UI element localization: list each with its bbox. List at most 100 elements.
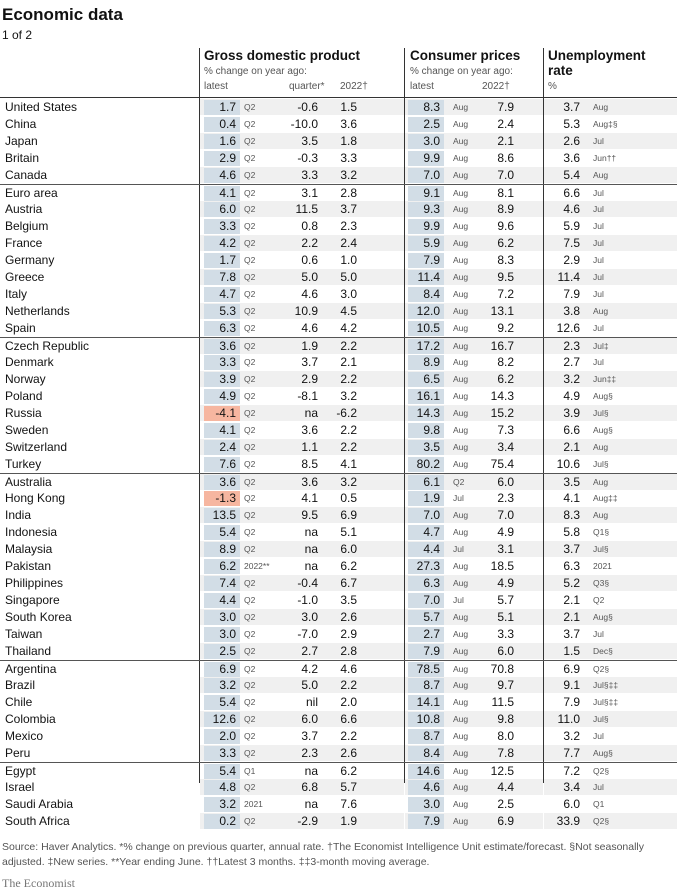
gdp-period: Q2 xyxy=(244,153,256,163)
row-shading xyxy=(200,609,404,625)
table-row: Russia -4.1 Q2 na -6.2 14.3 Aug 15.2 3.9 Jul§ xyxy=(0,405,677,422)
unemp-rate: 3.7 xyxy=(563,542,580,556)
cpi-2022: 2.1 xyxy=(497,134,514,148)
row-shading xyxy=(544,813,677,829)
gdp-quarter: 3.5 xyxy=(301,134,318,148)
cpi-latest: 7.0 xyxy=(423,593,440,607)
gdp-period: Q2 xyxy=(244,680,256,690)
cpi-latest: 5.9 xyxy=(423,236,440,250)
cpi-period: Aug xyxy=(453,153,469,163)
gdp-period: Q2 xyxy=(244,442,256,452)
gdp-latest-highlight xyxy=(204,593,240,608)
unemp-rate: 12.6 xyxy=(556,321,580,335)
gdp-latest-highlight xyxy=(204,100,240,115)
cpi-latest: 3.0 xyxy=(423,797,440,811)
gdp-quarter: -1.0 xyxy=(297,593,318,607)
gdp-quarter: 1.9 xyxy=(301,339,318,353)
unemp-period: Jul xyxy=(593,357,604,367)
unemp-period: Jul xyxy=(593,136,604,146)
unemp-period: Aug xyxy=(593,510,609,520)
cpi-latest: 6.5 xyxy=(423,372,440,386)
cpi-latest-highlight xyxy=(408,168,444,183)
gdp-latest: 6.2 xyxy=(219,559,236,573)
cpi-period: Aug xyxy=(453,119,469,129)
gdp-period: Q2 xyxy=(244,204,256,214)
gdp-latest-highlight xyxy=(204,168,240,183)
gdp-period: Q2 xyxy=(244,272,256,282)
gdp-quarter: 0.6 xyxy=(301,253,318,267)
gdp-period: Q2 xyxy=(244,664,256,674)
cpi-header-title: Consumer prices xyxy=(410,48,521,63)
country-name: Britain xyxy=(5,151,40,165)
cpi-latest: 2.7 xyxy=(423,627,440,641)
gdp-quarter: 3.6 xyxy=(301,475,318,489)
country-name: Egypt xyxy=(5,764,36,778)
row-shading xyxy=(200,507,404,523)
unemp-period: Jul§‡‡ xyxy=(593,680,619,690)
gdp-2022: 5.0 xyxy=(340,270,357,284)
table-row: Peru 3.3 Q2 2.3 2.6 8.4 Aug 7.8 7.7 Aug§ xyxy=(0,745,677,762)
cpi-latest: 27.3 xyxy=(416,559,440,573)
unemp-rate: 11.4 xyxy=(557,270,580,284)
unemp-rate: 3.2 xyxy=(563,729,580,743)
gdp-latest-highlight xyxy=(204,797,240,812)
gdp-latest-highlight xyxy=(204,186,240,201)
gdp-latest: 4.9 xyxy=(219,389,236,403)
gdp-quarter: -7.0 xyxy=(297,627,318,641)
cpi-latest-highlight xyxy=(408,253,444,268)
unemp-rate: 5.4 xyxy=(563,168,580,182)
gdp-quarter: 3.0 xyxy=(301,610,318,624)
unemp-header-title2: rate xyxy=(548,63,573,78)
unemp-rate: 4.9 xyxy=(563,389,580,403)
country-name: Pakistan xyxy=(5,559,52,573)
cpi-latest: 8.4 xyxy=(423,287,440,301)
cpi-latest-highlight xyxy=(408,644,444,659)
unemp-period: Jul§ xyxy=(593,714,609,724)
cpi-latest: 2.5 xyxy=(423,117,440,131)
unemp-period: Q2§ xyxy=(593,766,610,776)
gdp-2022: 2.2 xyxy=(340,440,357,454)
gdp-latest-highlight xyxy=(204,236,240,251)
cpi-latest-highlight xyxy=(408,389,444,404)
cpi-latest-highlight xyxy=(408,764,444,779)
gdp-2022: 2.2 xyxy=(340,678,357,692)
cpi-latest-highlight xyxy=(408,559,444,574)
unemp-rate: 5.9 xyxy=(563,219,580,233)
gdp-latest-highlight xyxy=(204,117,240,132)
gdp-latest: 1.7 xyxy=(219,100,236,114)
cpi-2022: 3.3 xyxy=(497,627,514,641)
gdp-latest: 7.6 xyxy=(219,457,236,471)
table-row: United States 1.7 Q2 -0.6 1.5 8.3 Aug 7.9 3.7 Aug xyxy=(0,99,677,116)
cpi-latest-highlight xyxy=(408,525,444,540)
gdp-period: 2021 xyxy=(244,799,263,809)
country-name: South Africa xyxy=(5,814,70,828)
country-name: Turkey xyxy=(5,457,42,471)
gdp-2022: 2.8 xyxy=(340,644,357,658)
gdp-2022: 4.6 xyxy=(340,662,357,676)
cpi-period: Aug xyxy=(453,221,469,231)
gdp-latest-highlight xyxy=(204,270,240,285)
country-name: Malaysia xyxy=(5,542,53,556)
cpi-2022: 2.3 xyxy=(497,491,514,505)
unemp-period: Jul§‡‡ xyxy=(593,697,619,707)
gdp-latest: 0.4 xyxy=(219,117,236,131)
cpi-latest-highlight xyxy=(408,151,444,166)
cpi-latest: 8.7 xyxy=(423,729,440,743)
gdp-latest-highlight xyxy=(204,576,240,591)
unemp-header-title: Unemployment xyxy=(548,48,646,63)
gdp-quarter: na xyxy=(304,559,318,573)
gdp-2022: 2.3 xyxy=(340,219,357,233)
gdp-latest: 12.6 xyxy=(212,712,236,726)
gdp-2022: 4.5 xyxy=(340,304,357,318)
gdp-period: Q2 xyxy=(244,374,256,384)
row-shading xyxy=(544,711,677,727)
cpi-latest: 17.2 xyxy=(416,339,440,353)
row-shading xyxy=(200,813,404,829)
country-name: Indonesia xyxy=(5,525,58,539)
row-shading xyxy=(200,235,404,251)
cpi-period: Aug xyxy=(453,816,469,826)
gdp-latest: 6.3 xyxy=(219,321,236,335)
gdp-period: Q2 xyxy=(244,816,256,826)
gdp-2022: 5.1 xyxy=(340,525,357,539)
cpi-2022: 5.7 xyxy=(497,593,514,607)
